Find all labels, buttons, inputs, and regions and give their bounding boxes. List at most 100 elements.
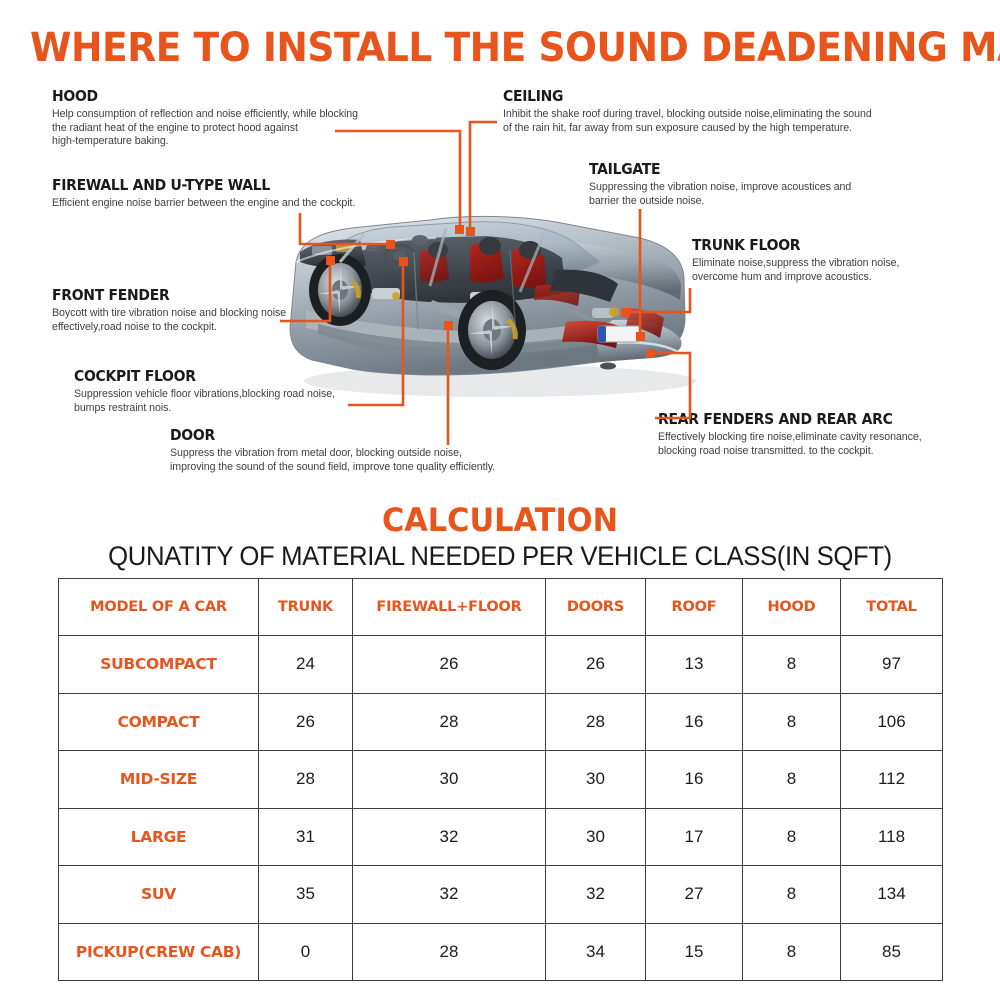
callout-tailgate: TAILGATE Suppressing the vibration noise… bbox=[589, 161, 969, 208]
cell-firewall-floor: 32 bbox=[352, 807, 546, 866]
table-row: MID-SIZE 28 30 30 16 8 112 bbox=[58, 750, 943, 809]
callout-cockpit-floor: COCKPIT FLOOR Suppression vehicle floor … bbox=[74, 368, 404, 415]
cell-roof: 27 bbox=[645, 865, 743, 924]
cell-model: LARGE bbox=[58, 807, 259, 866]
calculation-subtitle: QUNATITY OF MATERIAL NEEDED PER VEHICLE … bbox=[108, 541, 892, 571]
callout-trunk-floor: TRUNK FLOOR Eliminate noise,suppress the… bbox=[692, 237, 992, 284]
marker-trunk-floor bbox=[621, 308, 630, 317]
callout-front-fender-title: FRONT FENDER bbox=[52, 286, 170, 304]
cell-trunk: 31 bbox=[258, 807, 353, 866]
calculation-title: CALCULATION bbox=[381, 501, 619, 539]
callout-front-fender: FRONT FENDER Boycott with tire vibration… bbox=[52, 287, 382, 334]
cell-firewall-floor: 28 bbox=[352, 692, 546, 751]
cell-model: MID-SIZE bbox=[58, 750, 259, 809]
column-header-firewall-floor: FIREWALL+FLOOR bbox=[352, 578, 546, 636]
cell-doors: 30 bbox=[545, 750, 646, 809]
callout-firewall-and-u-type-wall: FIREWALL AND U-TYPE WALL Efficient engin… bbox=[52, 177, 452, 211]
cell-hood: 8 bbox=[742, 922, 841, 981]
callout-trunk-floor-title: TRUNK FLOOR bbox=[692, 236, 801, 254]
callout-hood-title: HOOD bbox=[52, 87, 98, 105]
cell-hood: 8 bbox=[742, 692, 841, 751]
cell-total: 106 bbox=[840, 692, 943, 751]
page-title: WHERE TO INSTALL THE SOUND DEADENING MAT… bbox=[30, 25, 1000, 71]
marker-firewall bbox=[386, 240, 395, 249]
callout-rear-fenders-body: Effectively blocking tire noise,eliminat… bbox=[658, 431, 922, 457]
callout-hood: HOOD Help consumption of reflection and … bbox=[52, 88, 452, 149]
callout-rear-fenders-title: REAR FENDERS AND REAR ARC bbox=[658, 410, 893, 428]
callout-ceiling: CEILING Inhibit the shake roof during tr… bbox=[503, 88, 963, 135]
callout-door-body: Suppress the vibration from metal door, … bbox=[170, 447, 496, 473]
callout-hood-body: Help consumption of reflection and noise… bbox=[52, 108, 358, 148]
cell-roof: 17 bbox=[645, 807, 743, 866]
column-header-roof: ROOF bbox=[645, 578, 743, 636]
cell-total: 118 bbox=[840, 807, 943, 866]
cell-hood: 8 bbox=[742, 635, 841, 694]
cell-hood: 8 bbox=[742, 865, 841, 924]
marker-ceiling bbox=[466, 227, 475, 236]
callout-door-title: DOOR bbox=[170, 426, 215, 444]
table-row: SUV 35 32 32 27 8 134 bbox=[58, 865, 943, 924]
cell-doors: 26 bbox=[545, 635, 646, 694]
cell-doors: 32 bbox=[545, 865, 646, 924]
cell-doors: 34 bbox=[545, 922, 646, 981]
cell-hood: 8 bbox=[742, 807, 841, 866]
cell-total: 134 bbox=[840, 865, 943, 924]
connector-trunk-floor bbox=[625, 288, 692, 314]
marker-cockpit-floor bbox=[399, 257, 408, 266]
callout-trunk-floor-body: Eliminate noise,suppress the vibration n… bbox=[692, 257, 900, 283]
cell-trunk: 24 bbox=[258, 635, 353, 694]
callout-ceiling-title: CEILING bbox=[503, 87, 564, 105]
marker-front-fender bbox=[326, 256, 335, 265]
connector-rear-fenders bbox=[650, 351, 692, 420]
callout-cockpit-floor-title: COCKPIT FLOOR bbox=[74, 367, 196, 385]
callout-tailgate-title: TAILGATE bbox=[589, 160, 661, 178]
connector-ceiling bbox=[468, 120, 497, 231]
marker-tailgate bbox=[636, 332, 645, 341]
cell-roof: 16 bbox=[645, 750, 743, 809]
cell-model: SUBCOMPACT bbox=[58, 635, 259, 694]
connector-firewall bbox=[298, 213, 390, 246]
marker-rear-fenders bbox=[646, 349, 655, 358]
cell-roof: 15 bbox=[645, 922, 743, 981]
column-header-hood: HOOD bbox=[742, 578, 841, 636]
column-header-doors: DOORS bbox=[545, 578, 646, 636]
marker-door bbox=[444, 321, 453, 330]
callout-firewall-title: FIREWALL AND U-TYPE WALL bbox=[52, 176, 271, 194]
callout-door: DOOR Suppress the vibration from metal d… bbox=[170, 427, 570, 474]
cell-trunk: 35 bbox=[258, 865, 353, 924]
cell-trunk: 0 bbox=[258, 922, 353, 981]
cell-total: 85 bbox=[840, 922, 943, 981]
material-quantity-table: MODEL OF A CAR TRUNK FIREWALL+FLOOR DOOR… bbox=[58, 578, 943, 981]
table-row: PICKUP(CREW CAB) 0 28 34 15 8 85 bbox=[58, 922, 943, 981]
cell-total: 97 bbox=[840, 635, 943, 694]
table-row: SUBCOMPACT 24 26 26 13 8 97 bbox=[58, 635, 943, 694]
callout-tailgate-body: Suppressing the vibration noise, improve… bbox=[589, 181, 852, 207]
cell-firewall-floor: 26 bbox=[352, 635, 546, 694]
callout-cockpit-floor-body: Suppression vehicle floor vibrations,blo… bbox=[74, 388, 335, 414]
cell-firewall-floor: 30 bbox=[352, 750, 546, 809]
table-row: LARGE 31 32 30 17 8 118 bbox=[58, 807, 943, 866]
callout-front-fender-body: Boycott with tire vibration noise and bl… bbox=[52, 307, 287, 333]
cell-firewall-floor: 32 bbox=[352, 865, 546, 924]
column-header-model: MODEL OF A CAR bbox=[58, 578, 259, 636]
callout-firewall-body: Efficient engine noise barrier between t… bbox=[52, 197, 356, 209]
table-header-row: MODEL OF A CAR TRUNK FIREWALL+FLOOR DOOR… bbox=[58, 578, 943, 636]
cell-firewall-floor: 28 bbox=[352, 922, 546, 981]
callout-ceiling-body: Inhibit the shake roof during travel, bl… bbox=[503, 108, 872, 134]
cell-model: PICKUP(CREW CAB) bbox=[58, 922, 259, 981]
marker-hood bbox=[455, 225, 464, 234]
cell-roof: 16 bbox=[645, 692, 743, 751]
callout-rear-fenders-and-rear-arc: REAR FENDERS AND REAR ARC Effectively bl… bbox=[658, 411, 988, 458]
cell-doors: 28 bbox=[545, 692, 646, 751]
table-row: COMPACT 26 28 28 16 8 106 bbox=[58, 692, 943, 751]
cell-model: COMPACT bbox=[58, 692, 259, 751]
cell-trunk: 28 bbox=[258, 750, 353, 809]
column-header-total: TOTAL bbox=[840, 578, 943, 636]
cell-total: 112 bbox=[840, 750, 943, 809]
column-header-trunk: TRUNK bbox=[258, 578, 353, 636]
cell-doors: 30 bbox=[545, 807, 646, 866]
cell-hood: 8 bbox=[742, 750, 841, 809]
cell-roof: 13 bbox=[645, 635, 743, 694]
cell-trunk: 26 bbox=[258, 692, 353, 751]
